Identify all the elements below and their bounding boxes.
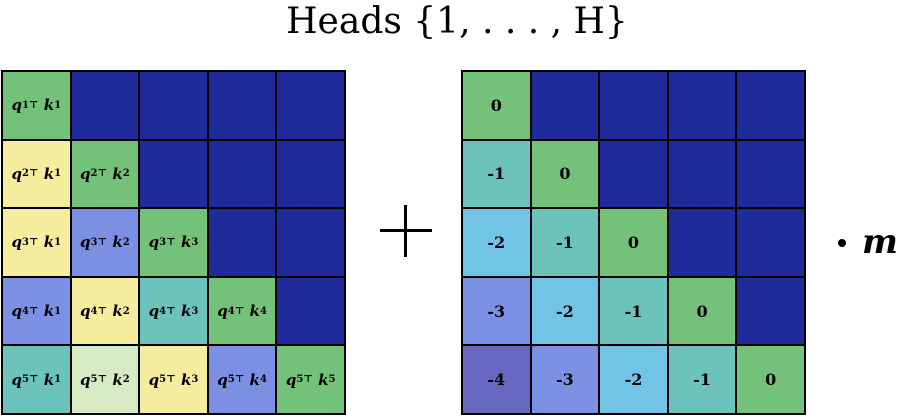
masked-cell [737,140,804,208]
offset-cell: -1 [668,346,736,413]
masked-cell [737,209,804,276]
masked-cell [600,72,667,139]
multiplier-m: m [862,222,898,262]
offset-cell: -1 [600,277,667,345]
offset-cell: 0 [668,277,736,345]
offset-cell: 0 [531,140,599,208]
masked-cell [668,209,736,276]
masked-cell [277,72,344,139]
multiply-dot-operator [838,239,846,247]
offset-cell: -2 [463,209,530,276]
masked-cell [600,140,667,208]
masked-cell [208,72,276,139]
masked-cell [140,140,207,208]
diagram-title: Heads {1, . . . , H} [286,1,628,42]
masked-cell [140,72,207,139]
offset-cell: 0 [600,209,667,276]
relative-position-bias-matrix: 0 -1 0 -2 -1 0 -3 -2 -1 0 -4 -3 -2 -1 0 [461,70,806,415]
offset-cell: -2 [531,277,599,345]
masked-cell [668,72,736,139]
masked-cell [208,140,276,208]
offset-cell: -3 [463,277,530,345]
offset-cell: -3 [531,346,599,413]
masked-cell [531,72,599,139]
masked-cell [277,277,344,345]
attention-score-matrix: q 1 ⊤ k 1 q 2 ⊤ k 1 q 2 ⊤ k 2 q 3 ⊤ k 1 q 3 ⊤ k 2 q 3 ⊤ k 3 q 4 ⊤ … [1,70,346,415]
masked-cell [737,72,804,139]
offset-cell: -4 [463,346,530,413]
masked-cell [737,277,804,345]
offset-cell: -2 [600,346,667,413]
masked-cell [71,72,139,139]
masked-cell [277,209,344,276]
masked-cell [277,140,344,208]
masked-cell [208,209,276,276]
offset-cell: -1 [463,140,530,208]
offset-cell: 0 [737,346,804,413]
offset-cell: -1 [531,209,599,276]
offset-cell: 0 [463,72,530,139]
plus-operator [380,205,432,257]
masked-cell [668,140,736,208]
